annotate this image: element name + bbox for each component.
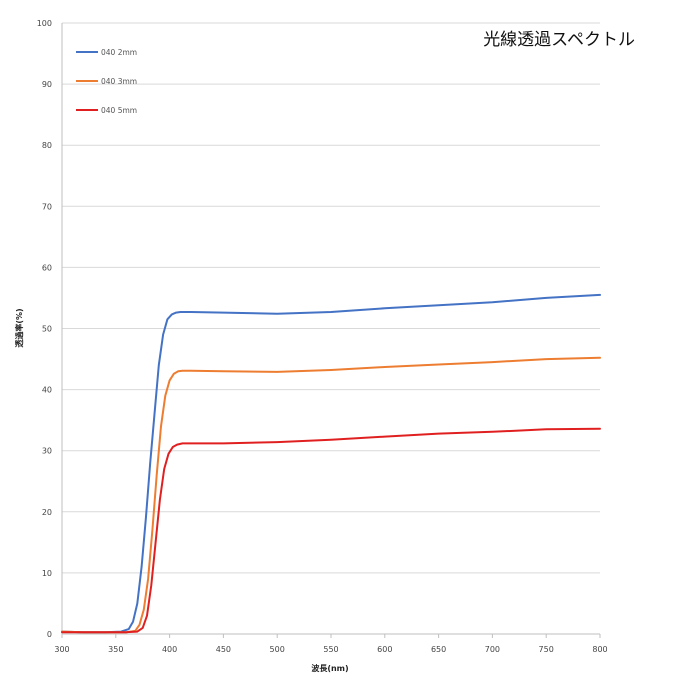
y-tick-label: 90 (42, 80, 52, 89)
legend: 040 2mm 040 3mm 040 5mm (76, 48, 137, 115)
grid-lines (62, 22, 600, 574)
legend-label: 040 5mm (101, 106, 137, 115)
series-line-2 (61, 356, 601, 634)
y-tick-label: 80 (42, 141, 52, 150)
y-axis-title: 透過率(%) (14, 308, 24, 347)
x-tick-label: 750 (539, 645, 554, 654)
y-tick-label: 10 (42, 569, 52, 578)
y-tick-label: 0 (47, 630, 52, 639)
y-tick-label: 40 (42, 386, 52, 395)
chart-title: 光線透過スペクトル (483, 30, 635, 50)
y-tick-label: 20 (42, 508, 52, 517)
x-tick-label: 550 (323, 645, 338, 654)
axes: 0 10 20 30 40 50 60 70 80 90 100 300 350 400 450 500 550… (37, 19, 608, 654)
x-tick-label: 400 (162, 645, 177, 654)
y-tick-label: 60 (42, 263, 52, 272)
x-tick-label: 700 (485, 645, 500, 654)
y-tick-label: 100 (37, 19, 52, 28)
legend-label: 040 3mm (101, 77, 137, 86)
series-line-3 (61, 427, 601, 634)
x-tick-label: 300 (54, 645, 69, 654)
y-tick-label: 50 (42, 325, 52, 334)
x-tick-label: 600 (377, 645, 392, 654)
x-tick-label: 450 (216, 645, 231, 654)
y-tick-label: 30 (42, 447, 52, 456)
series-line-1 (61, 293, 601, 634)
x-axis-title: 波長(nm) (311, 663, 348, 673)
x-tick-label: 800 (592, 645, 607, 654)
legend-label: 040 2mm (101, 48, 137, 57)
series-lines (61, 293, 601, 634)
x-tick-label: 350 (108, 645, 123, 654)
y-tick-label: 70 (42, 202, 52, 211)
x-tick-label: 650 (431, 645, 446, 654)
x-tick-label: 500 (270, 645, 285, 654)
